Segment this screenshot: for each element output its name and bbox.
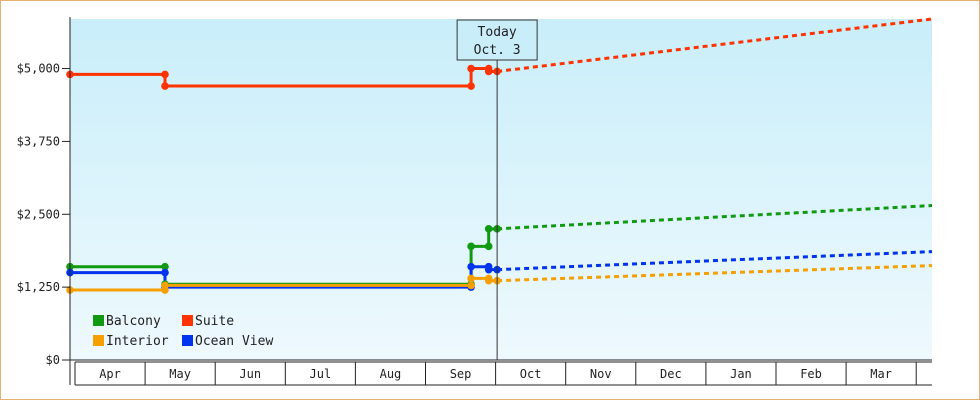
x-tick-label: Nov — [590, 367, 612, 381]
legend-label-interior: Interior — [106, 334, 169, 349]
data-point-interior — [161, 281, 169, 290]
today-marker: Today Oct. 3 — [456, 19, 538, 360]
x-tick-label: Jun — [239, 367, 261, 381]
legend-label-suite: Suite — [195, 314, 234, 329]
y-tick-label: $1,250 — [17, 280, 60, 294]
data-point-balcony — [484, 225, 493, 233]
y-tick-label: $0 — [46, 353, 60, 367]
data-point-interior — [484, 276, 493, 285]
x-tick-label: Jul — [310, 367, 332, 381]
legend-swatch-interior — [93, 335, 104, 346]
x-tick-label: Mar — [870, 367, 892, 381]
data-point-interior — [467, 281, 475, 290]
forecast-line-suite — [496, 17, 933, 73]
x-tick-label: Feb — [800, 367, 822, 381]
data-point-ocean-view — [467, 262, 475, 271]
forecast-line-balcony — [497, 204, 933, 231]
y-tick-label: $2,500 — [17, 207, 60, 221]
data-point-suite — [467, 64, 475, 73]
data-point-ocean-view — [161, 268, 169, 277]
x-tick-label: Oct — [520, 367, 542, 381]
x-tick-label: Dec — [660, 367, 682, 381]
legend-swatch-ocean-view — [182, 335, 193, 346]
legend-label-ocean-view: Ocean View — [195, 334, 273, 349]
today-label: Today — [478, 25, 517, 40]
legend-label-balcony: Balcony — [106, 314, 161, 329]
x-tick-label: May — [169, 367, 191, 381]
series-points — [66, 64, 501, 294]
x-tick-label: Aug — [380, 367, 402, 381]
axes: $0 $1,250 $2,500 $3,750 $5,000 Apr May Jun Jul Au… — [17, 17, 932, 386]
y-tick-label: $5,000 — [17, 62, 60, 76]
legend-swatch-suite — [182, 315, 193, 326]
forecast-line-interior — [497, 264, 933, 283]
legend: Balcony Suite Interior Ocean View — [93, 314, 273, 349]
data-point-suite — [467, 82, 475, 90]
x-tick-label: Apr — [99, 367, 121, 381]
x-tick-label: Sep — [450, 367, 472, 381]
today-box — [456, 19, 538, 61]
data-point-balcony — [161, 262, 169, 271]
forecast-lines — [496, 17, 933, 283]
x-tick-label: Jan — [730, 367, 752, 381]
data-point-balcony — [484, 242, 493, 251]
data-point-suite — [161, 82, 169, 90]
data-point-interior — [467, 274, 475, 283]
today-date-label: Oct. 3 — [474, 43, 521, 58]
data-point-balcony — [467, 242, 475, 251]
plot-area — [70, 19, 932, 360]
data-point-ocean-view — [484, 265, 493, 274]
legend-swatch-balcony — [93, 315, 104, 326]
forecast-line-ocean-view — [497, 250, 933, 272]
y-tick-label: $3,750 — [17, 134, 60, 148]
data-point-suite — [484, 67, 493, 76]
data-point-suite — [161, 70, 169, 79]
